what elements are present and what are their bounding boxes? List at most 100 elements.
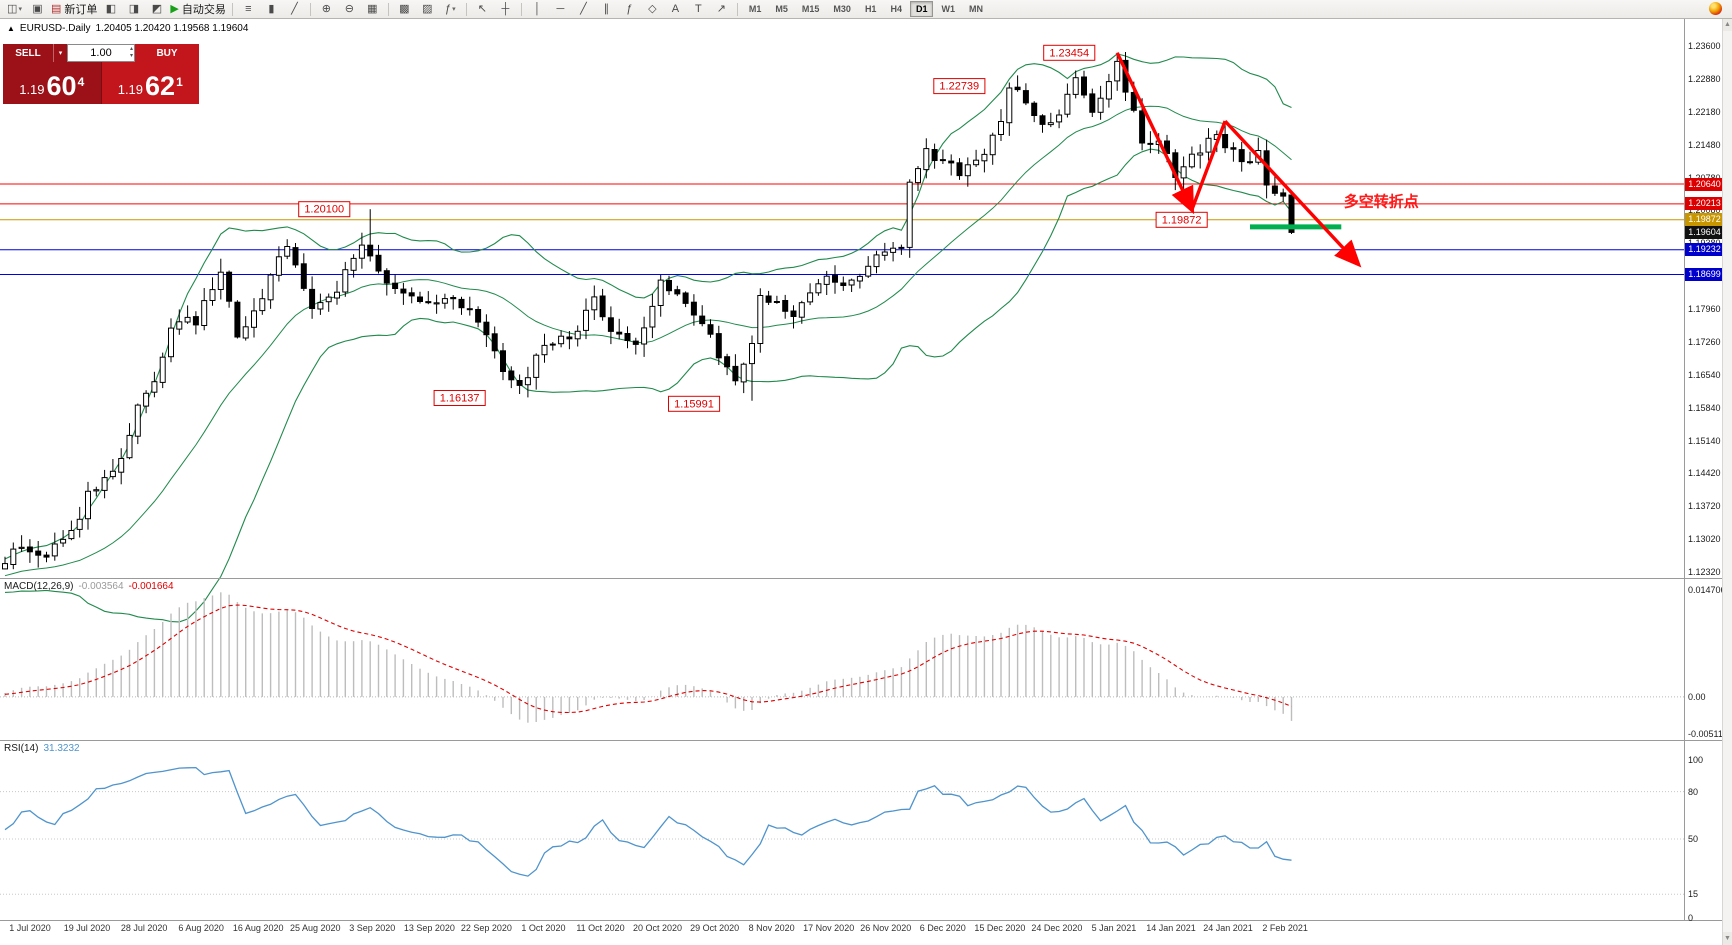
timeframe-m30[interactable]: M30 — [833, 4, 851, 14]
candles-layer — [2, 52, 1295, 570]
tile-windows-icon-glyph: ▦ — [367, 3, 378, 15]
toolbar-separator — [736, 2, 738, 16]
text-icon-glyph: A — [671, 3, 680, 15]
timeframe-h4[interactable]: H4 — [890, 4, 902, 14]
volume-input[interactable]: 1.00 ▴ ▾ — [67, 44, 135, 62]
toolbar-separator — [520, 2, 522, 16]
tile-windows-icon[interactable]: ▦ — [361, 1, 384, 17]
timeframe-h1[interactable]: H1 — [864, 4, 877, 14]
rsi-value: 31.3232 — [43, 743, 80, 754]
toolbar-separator — [387, 2, 389, 16]
main-toolbar: ◫ ▾ ▣ ▤ 新订单 ◧ ◨ ◩ ▶ 自动交易 ≡ ▮ ╱ ⊕ ⊖ ▦ ▩ ▨ ƒ ▾ ↖ ┼ │ ─ ╱ ∥ ƒ ◇ A T ↗ M1 M5… — [0, 0, 1732, 19]
level-lines[interactable] — [0, 183, 1684, 275]
trendline-icon-glyph: ╱ — [580, 3, 587, 15]
svg-text:1.23454: 1.23454 — [1049, 47, 1089, 59]
macd-panel — [0, 592, 1684, 723]
price-callout-annotations[interactable]: 1.23454 1.22739 1.20100 1.19872 1.16137 1.159… — [298, 44, 1208, 412]
volume-spinner[interactable]: ▴ ▾ — [129, 46, 133, 59]
vertical-line-icon-glyph: │ — [533, 3, 541, 15]
sell-price-prefix: 1.19 — [19, 82, 45, 97]
vertical-scrollbar[interactable]: ▲ ▼ — [1722, 18, 1732, 945]
sell-button[interactable]: SELL — [3, 44, 53, 62]
timeframe-mn[interactable]: MN — [968, 4, 983, 14]
candlestick-type-icon-glyph: ▮ — [268, 3, 275, 15]
line-chart-type-icon[interactable]: ╱ — [283, 1, 306, 17]
metaquotes-logo-icon[interactable] — [1709, 2, 1722, 15]
open-file-icon[interactable]: ▣ — [26, 1, 49, 17]
buy-button-label: BUY — [156, 47, 178, 59]
chart-shift-icon-glyph: ▨ — [422, 3, 433, 15]
arrows-icon[interactable]: ↗ — [710, 1, 733, 17]
channel-icon[interactable]: ∥ — [595, 1, 618, 17]
cursor-icon[interactable]: ↖ — [471, 1, 494, 17]
bollinger-bands — [4, 53, 1292, 623]
timeframe-m1[interactable]: M1 — [748, 4, 762, 14]
scroll-down-arrow-icon[interactable]: ▼ — [1723, 932, 1732, 945]
open-file-icon-glyph: ▣ — [32, 3, 43, 15]
fibonacci-icon[interactable]: ƒ — [618, 1, 641, 17]
market-watch-icon[interactable]: ◧ — [99, 1, 122, 17]
bar-chart-type-icon[interactable]: ≡ — [237, 1, 260, 17]
macd-signal-value: -0.001664 — [128, 581, 174, 592]
chevron-down-icon: ▾ — [452, 6, 456, 13]
crosshair-icon-glyph: ┼ — [501, 3, 510, 15]
horizontal-line-icon-glyph: ─ — [556, 3, 565, 15]
svg-text:1.15991: 1.15991 — [674, 398, 714, 410]
zoom-in-icon[interactable]: ⊕ — [315, 1, 338, 17]
chart-header: ▲ EURUSD-.Daily 1.20405 1.20420 1.19568 … — [7, 23, 248, 34]
one-click-collapse-icon[interactable]: ▲ — [7, 24, 15, 33]
macd-indicator-label: MACD(12,26,9) -0.003564 -0.001664 — [4, 581, 174, 592]
zoom-out-icon[interactable]: ⊖ — [338, 1, 361, 17]
cursor-icon-glyph: ↖ — [477, 3, 487, 15]
auto-trading-button-label: 自动交易 — [181, 4, 226, 16]
timeframe-w1[interactable]: W1 — [941, 4, 955, 14]
new-order-button-glyph: ▤ — [51, 3, 62, 15]
market-watch-icon-glyph: ◧ — [105, 3, 117, 15]
horizontal-line-icon[interactable]: ─ — [549, 1, 572, 17]
buy-button[interactable]: BUY — [135, 44, 199, 62]
text-icon[interactable]: A — [664, 1, 687, 17]
buy-price-sup: 1 — [176, 75, 183, 89]
timeframe-m5[interactable]: M5 — [775, 4, 788, 14]
vertical-line-icon[interactable]: │ — [526, 1, 549, 17]
sell-price-sup: 4 — [77, 75, 85, 89]
note-text[interactable]: 多空转折点 — [1344, 192, 1419, 210]
buy-price-prefix: 1.19 — [117, 82, 144, 97]
svg-text:1.16137: 1.16137 — [440, 393, 480, 405]
panel-dividers — [0, 18, 1732, 921]
timeframe-d1[interactable]: D1 — [909, 1, 934, 17]
navigator-icon[interactable]: ◩ — [145, 1, 168, 17]
auto-trading-button[interactable]: ▶ 自动交易 — [168, 1, 227, 17]
fibonacci-icon-glyph: ƒ — [626, 3, 633, 15]
sell-price[interactable]: 1.19 60 4 — [3, 62, 102, 104]
candlestick-type-icon[interactable]: ▮ — [260, 1, 283, 17]
shapes-icon[interactable]: ◇ — [641, 1, 664, 17]
order-type-dropdown-icon[interactable]: ▾ — [53, 44, 67, 62]
indicators-icon[interactable]: ƒ ▾ — [439, 1, 462, 17]
macd-main-value: -0.003564 — [78, 581, 124, 592]
macd-name: MACD(12,26,9) — [4, 581, 74, 592]
timeframe-m15[interactable]: M15 — [801, 4, 820, 14]
svg-text:1.22739: 1.22739 — [939, 81, 979, 93]
auto-scroll-icon[interactable]: ▩ — [393, 1, 416, 17]
chart-shift-icon[interactable]: ▨ — [416, 1, 439, 17]
label-icon[interactable]: T — [687, 1, 710, 17]
chevron-down-icon: ▾ — [18, 6, 22, 13]
bar-chart-type-icon-glyph: ≡ — [245, 3, 252, 15]
trendline-icon[interactable]: ╱ — [572, 1, 595, 17]
navigator-icon-glyph: ◩ — [151, 3, 163, 15]
data-window-icon[interactable]: ◨ — [122, 1, 145, 17]
rsi-indicator-label: RSI(14) 31.3232 — [4, 743, 80, 754]
new-order-button[interactable]: ▤ 新订单 — [49, 1, 99, 17]
trend-arrows[interactable] — [1115, 52, 1362, 268]
one-click-trading-panel: SELL ▾ 1.00 ▴ ▾ BUY 1.19 60 4 1.19 62 1 — [3, 44, 199, 104]
crosshair-icon[interactable]: ┼ — [494, 1, 517, 17]
scroll-up-arrow-icon[interactable]: ▲ — [1723, 18, 1732, 31]
toolbar-separator — [231, 2, 233, 16]
buy-price[interactable]: 1.19 62 1 — [101, 62, 199, 104]
new-chart-icon[interactable]: ◫ ▾ — [3, 1, 26, 17]
new-order-button-label: 新订单 — [64, 4, 98, 16]
data-window-icon-glyph: ◨ — [128, 3, 140, 15]
